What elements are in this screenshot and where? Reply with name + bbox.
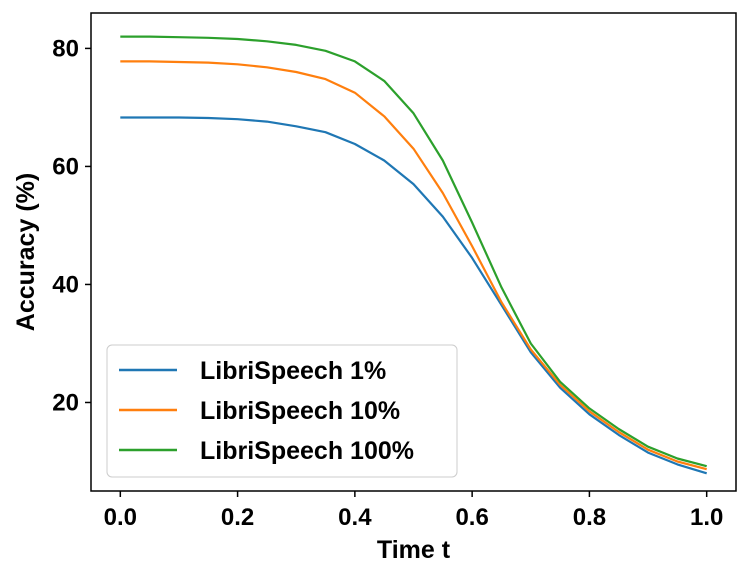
legend-label-2: LibriSpeech 10% — [200, 397, 400, 425]
x-tick-label: 0.2 — [221, 504, 254, 531]
tick-layer: 0.0 0.2 0.4 0.6 0.8 1.0 20 40 60 80 — [52, 35, 723, 531]
x-tick-label: 0.8 — [573, 504, 606, 531]
x-tick-label: 0.6 — [455, 504, 488, 531]
x-tick-label: 1.0 — [690, 504, 723, 531]
legend-label-1: LibriSpeech 1% — [200, 357, 386, 385]
legend-frame — [106, 344, 458, 478]
y-tick-label: 20 — [52, 389, 79, 416]
legend: LibriSpeech 1% LibriSpeech 10% LibriSpee… — [106, 344, 458, 478]
plot-area-frame — [90, 12, 737, 492]
x-tick-label: 0.4 — [338, 504, 372, 531]
y-tick-label: 80 — [52, 35, 79, 62]
legend-label-3: LibriSpeech 100% — [200, 437, 414, 465]
y-tick-label: 60 — [52, 153, 79, 180]
series-line-3 — [120, 35, 707, 468]
y-tick-label: 40 — [52, 271, 79, 298]
x-axis-label: Time t — [377, 536, 451, 564]
x-tick-label: 0.0 — [104, 504, 137, 531]
series-layer — [120, 35, 708, 475]
y-axis-label: Accuracy (%) — [12, 173, 40, 331]
series-line-1 — [120, 116, 708, 475]
series-line-2 — [120, 60, 707, 471]
